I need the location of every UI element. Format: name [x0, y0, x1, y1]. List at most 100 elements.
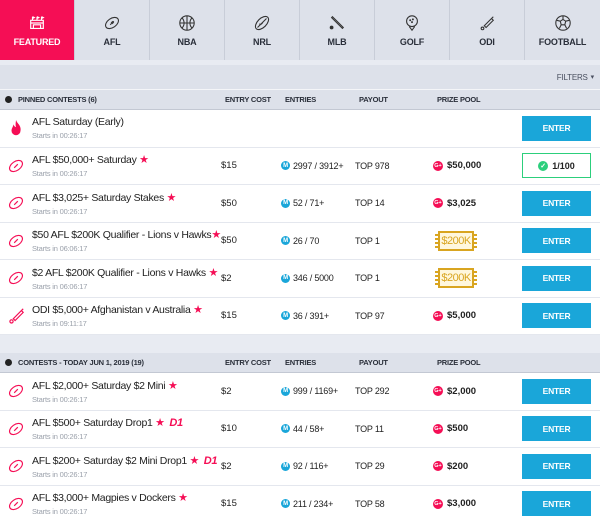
- contest-row[interactable]: AFL $3,025+ Saturday Stakes ★ Starts in …: [0, 185, 600, 223]
- cricket-bat-icon: [9, 308, 25, 324]
- contest-name[interactable]: AFL $50,000+ Saturday: [32, 154, 137, 167]
- enter-button[interactable]: ENTER: [522, 453, 591, 479]
- star-icon: ★: [166, 191, 177, 204]
- tab-mlb[interactable]: MLB: [300, 0, 375, 60]
- contest-name[interactable]: AFL $3,000+ Magpies v Dockers: [32, 492, 176, 505]
- contest-row[interactable]: AFL $200+ Saturday $2 Mini Drop1 ★ D1 St…: [0, 448, 600, 486]
- contest-name[interactable]: AFL $200+ Saturday $2 Mini Drop1: [32, 454, 187, 467]
- contest-name[interactable]: $50 AFL $200K Qualifier - Lions v Hawks: [32, 229, 212, 242]
- column-payout[interactable]: PAYOUT: [359, 358, 388, 367]
- tab-odi[interactable]: ODI: [450, 0, 525, 60]
- enter-button[interactable]: ENTER: [522, 265, 591, 291]
- payout: TOP 11: [355, 423, 384, 434]
- payout: TOP 97: [355, 310, 385, 321]
- multi-entry-icon: M: [281, 311, 290, 321]
- guaranteed-icon: G+: [433, 310, 443, 321]
- column-entry-cost[interactable]: ENTRY COST: [225, 358, 271, 367]
- basketball-icon: [179, 14, 195, 31]
- entry-cost: $15: [221, 498, 237, 510]
- contest-name[interactable]: AFL Saturday (Early): [32, 116, 124, 129]
- contest-row[interactable]: $2 AFL $200K Qualifier - Lions v Hawks ★…: [0, 260, 600, 298]
- soccer-ball-icon: [554, 14, 571, 31]
- contest-name[interactable]: AFL $3,025+ Saturday Stakes: [32, 191, 164, 204]
- tab-nba[interactable]: NBA: [150, 0, 225, 60]
- tab-afl[interactable]: AFL: [75, 0, 150, 60]
- guaranteed-icon: G+: [433, 423, 443, 434]
- contest-row[interactable]: AFL $500+ Saturday Drop1 ★ D1 Starts in …: [0, 410, 600, 448]
- payout: TOP 29: [355, 461, 385, 472]
- start-countdown: Starts in 00:26:17: [32, 169, 88, 179]
- contest-name[interactable]: AFL $500+ Saturday Drop1: [32, 417, 153, 430]
- prize-pool: $3,000: [447, 498, 477, 510]
- contest-name[interactable]: $2 AFL $200K Qualifier - Lions v Hawks: [32, 266, 206, 279]
- contest-row[interactable]: AFL $2,000+ Saturday $2 Mini ★ Starts in…: [0, 373, 600, 411]
- drop1-badge: D1: [203, 454, 218, 467]
- entries-count: 999 / 1169+: [293, 386, 338, 397]
- afl-ball-icon: [8, 272, 24, 285]
- start-countdown: Starts in 09:11:17: [32, 319, 87, 329]
- contest-row[interactable]: AFL Saturday (Early) Starts in 00:26:17 …: [0, 110, 600, 148]
- tab-label: MLB: [327, 36, 347, 47]
- column-entry-cost[interactable]: ENTRY COST: [225, 95, 271, 104]
- contest-row[interactable]: $50 AFL $200K Qualifier - Lions v Hawks★…: [0, 222, 600, 260]
- check-icon: ✓: [538, 160, 549, 171]
- prize-pool: $2,000: [447, 385, 477, 397]
- enter-button[interactable]: ENTER: [522, 190, 591, 216]
- contest-row[interactable]: AFL $50,000+ Saturday ★ Starts in 00:26:…: [0, 147, 600, 185]
- tab-football[interactable]: FOOTBALL: [525, 0, 600, 60]
- payout: TOP 1: [355, 235, 380, 246]
- enter-button[interactable]: ENTER: [522, 378, 591, 404]
- enter-button[interactable]: ENTER: [522, 491, 591, 517]
- tab-nrl[interactable]: NRL: [225, 0, 300, 60]
- column-prize-pool[interactable]: PRIZE POOL: [437, 358, 481, 367]
- entries-count: 52 / 71+: [293, 198, 325, 209]
- multi-entry-icon: M: [281, 161, 290, 171]
- info-icon[interactable]: [5, 96, 12, 103]
- pinned-contests-header: PINNED CONTESTS (6) ENTRY COST ENTRIES P…: [0, 90, 600, 110]
- tab-golf[interactable]: GOLF: [375, 0, 450, 60]
- column-entries[interactable]: ENTRIES: [285, 95, 317, 104]
- star-icon: ★: [178, 492, 188, 505]
- prize-pool: $3,025: [447, 197, 477, 209]
- entries-count: 26 / 70: [293, 235, 320, 246]
- star-icon: ★: [167, 379, 178, 392]
- prize-pool: $200: [447, 460, 469, 472]
- enter-button[interactable]: ENTER: [522, 416, 591, 442]
- tab-label: NBA: [177, 36, 197, 47]
- filters-bar: FILTERS ▾: [0, 65, 600, 90]
- afl-ball-icon: [8, 197, 24, 210]
- afl-ball-icon: [8, 497, 24, 510]
- start-countdown: Starts in 00:26:17: [32, 206, 88, 216]
- payout: TOP 292: [355, 386, 390, 397]
- tab-label: FEATURED: [13, 36, 61, 47]
- prize-pool: $50,000: [447, 160, 482, 172]
- entry-cost: $50: [221, 235, 237, 247]
- start-countdown: Starts in 00:26:17: [32, 469, 88, 479]
- contest-row[interactable]: ODI $5,000+ Afghanistan v Australia ★ St…: [0, 297, 600, 335]
- star-icon: ★: [155, 417, 165, 430]
- entered-button[interactable]: ✓ 1/100: [522, 153, 591, 179]
- chevron-down-icon[interactable]: ▾: [590, 74, 595, 81]
- star-icon: ★: [189, 454, 200, 467]
- enter-button[interactable]: ENTER: [522, 115, 591, 141]
- contest-name[interactable]: AFL $2,000+ Saturday $2 Mini: [32, 379, 166, 392]
- multi-entry-icon: M: [281, 424, 290, 434]
- fire-icon: [11, 120, 21, 136]
- info-icon[interactable]: [5, 359, 12, 366]
- entry-cost: $10: [221, 423, 237, 435]
- spacer: [0, 335, 600, 353]
- column-entries[interactable]: ENTRIES: [285, 358, 317, 367]
- filters-button[interactable]: FILTERS: [556, 72, 588, 82]
- star-icon: ★: [208, 266, 218, 279]
- contest-row[interactable]: AFL $3,000+ Magpies v Dockers ★ Starts i…: [0, 485, 600, 522]
- multi-entry-icon: M: [281, 499, 290, 509]
- column-prize-pool[interactable]: PRIZE POOL: [437, 95, 481, 104]
- column-payout[interactable]: PAYOUT: [359, 95, 388, 104]
- tab-featured[interactable]: FEATURED: [0, 0, 75, 60]
- enter-button[interactable]: ENTER: [522, 228, 591, 254]
- afl-ball-icon: [8, 159, 24, 172]
- start-countdown: Starts in 00:26:17: [32, 432, 88, 442]
- contest-name[interactable]: ODI $5,000+ Afghanistan v Australia: [32, 304, 191, 317]
- entries-count: 2997 / 3912+: [293, 160, 344, 171]
- enter-button[interactable]: ENTER: [522, 303, 591, 329]
